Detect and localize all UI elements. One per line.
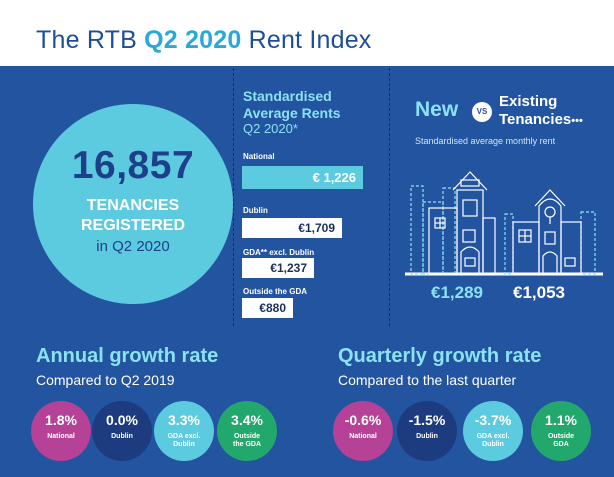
quarterly-growth-title: Quarterly growth rate: [338, 345, 542, 367]
quarterly-dublin-value: -1.5%: [408, 412, 446, 428]
new-building-outline-icon: [410, 185, 456, 275]
new-house-icon: [428, 171, 496, 275]
new-label: New: [415, 98, 459, 121]
quarterly-national-label-line1: National: [349, 433, 377, 440]
annual-outside-value: 3.4%: [231, 412, 263, 428]
title-prefix: The RTB: [36, 26, 145, 54]
annual-growth-gda: 3.3% GDA excl. Dublin: [154, 401, 214, 461]
annual-national-label: National: [35, 433, 87, 441]
header: The RTB Q2 2020 Rent Index: [0, 0, 614, 66]
title-suffix: Rent Index: [241, 26, 372, 54]
annual-gda-label: GDA excl. Dublin: [158, 433, 210, 449]
existing-label-line1: Existing: [499, 93, 558, 110]
existing-tenancy-rent: €1,053: [513, 283, 565, 302]
page-title: The RTB Q2 2020 Rent Index: [36, 26, 372, 55]
rent-bar-national: € 1,226: [242, 166, 363, 189]
rent-label-dublin: Dublin: [243, 206, 268, 215]
annual-dublin-value: 0.0%: [106, 412, 138, 428]
quarterly-gda-label: GDA excl. Dublin: [467, 433, 519, 449]
quarterly-dublin-label: Dublin: [401, 433, 453, 441]
tenancies-label-line2: REGISTERED: [80, 217, 185, 234]
annual-gda-label-line1: GDA excl.: [167, 433, 201, 440]
rent-label-outside-gda: Outside the GDA: [243, 287, 308, 296]
tenancies-label-line1: TENANCIES: [86, 197, 180, 214]
vs-badge: VS: [472, 102, 492, 122]
tenancies-circle: 16,857 TENANCIES REGISTERED in Q2 2020: [33, 104, 233, 304]
standardised-rents-subtitle: Q2 2020*: [243, 121, 298, 136]
rent-label-gda: GDA** excl. Dublin: [243, 248, 315, 257]
title-highlight: Q2 2020: [144, 26, 242, 54]
annual-dublin-label: Dublin: [96, 433, 148, 441]
quarterly-outside-label-line2: GDA: [553, 441, 569, 448]
standardised-title-line2: Average Rents: [243, 105, 341, 121]
tenancies-label-line3: in Q2 2020: [96, 238, 170, 255]
quarterly-outside-label: Outside GDA: [535, 433, 587, 449]
existing-label-line2-text: Tenancies: [499, 111, 572, 128]
annual-growth-title: Annual growth rate: [36, 345, 219, 367]
quarterly-growth-gda: -3.7% GDA excl. Dublin: [463, 401, 523, 461]
quarterly-dublin-label-line1: Dublin: [416, 433, 438, 440]
quarterly-growth-outside-gda: 1.1% Outside GDA: [531, 401, 591, 461]
rent-label-national: National: [243, 152, 275, 161]
quarterly-national-label: National: [337, 433, 389, 441]
houses-illustration: [405, 171, 603, 276]
annual-growth-dublin: 0.0% Dublin: [92, 401, 152, 461]
rent-bar-dublin: €1,709: [242, 218, 342, 238]
tenancies-count: 16,857: [71, 144, 195, 187]
annual-growth-subtitle: Compared to Q2 2019: [36, 372, 175, 388]
annual-growth-national: 1.8% National: [31, 401, 91, 461]
quarterly-gda-label-line2: Dublin: [482, 441, 504, 448]
new-tenancy-rent: €1,289: [431, 283, 483, 302]
existing-dots: •••: [571, 115, 583, 127]
rent-bar-gda: €1,237: [242, 258, 314, 278]
quarterly-growth-national: -0.6% National: [333, 401, 393, 461]
annual-outside-label-line2: the GDA: [233, 441, 261, 448]
annual-growth-outside-gda: 3.4% Outside the GDA: [217, 401, 277, 461]
rent-bar-outside-gda: €880: [242, 298, 293, 318]
existing-label-line2: Tenancies•••: [499, 111, 583, 130]
existing-tenancies-label: Existing Tenancies•••: [499, 93, 583, 130]
quarterly-gda-label-line1: GDA excl.: [476, 433, 510, 440]
annual-dublin-label-line1: Dublin: [111, 433, 133, 440]
annual-outside-label-line1: Outside: [233, 433, 261, 440]
annual-gda-label-line2: Dublin: [173, 441, 195, 448]
existing-house-icon: [512, 189, 582, 275]
divider-left: [233, 68, 234, 326]
quarterly-growth-subtitle: Compared to the last quarter: [338, 372, 517, 388]
new-vs-existing-subtitle: Standardised average monthly rent: [415, 136, 556, 146]
divider-right: [389, 68, 390, 326]
quarterly-outside-value: 1.1%: [545, 412, 577, 428]
quarterly-outside-label-line1: Outside: [547, 433, 575, 440]
annual-outside-label: Outside the GDA: [221, 433, 273, 449]
annual-gda-value: 3.3%: [168, 412, 200, 428]
quarterly-gda-value: -3.7%: [474, 412, 512, 428]
annual-national-label-line1: National: [47, 433, 75, 440]
quarterly-growth-dublin: -1.5% Dublin: [397, 401, 457, 461]
annual-national-value: 1.8%: [45, 412, 77, 428]
standardised-title-line1: Standardised: [243, 88, 332, 104]
quarterly-national-value: -0.6%: [344, 412, 382, 428]
standardised-rents-title: Standardised Average Rents: [243, 88, 341, 122]
